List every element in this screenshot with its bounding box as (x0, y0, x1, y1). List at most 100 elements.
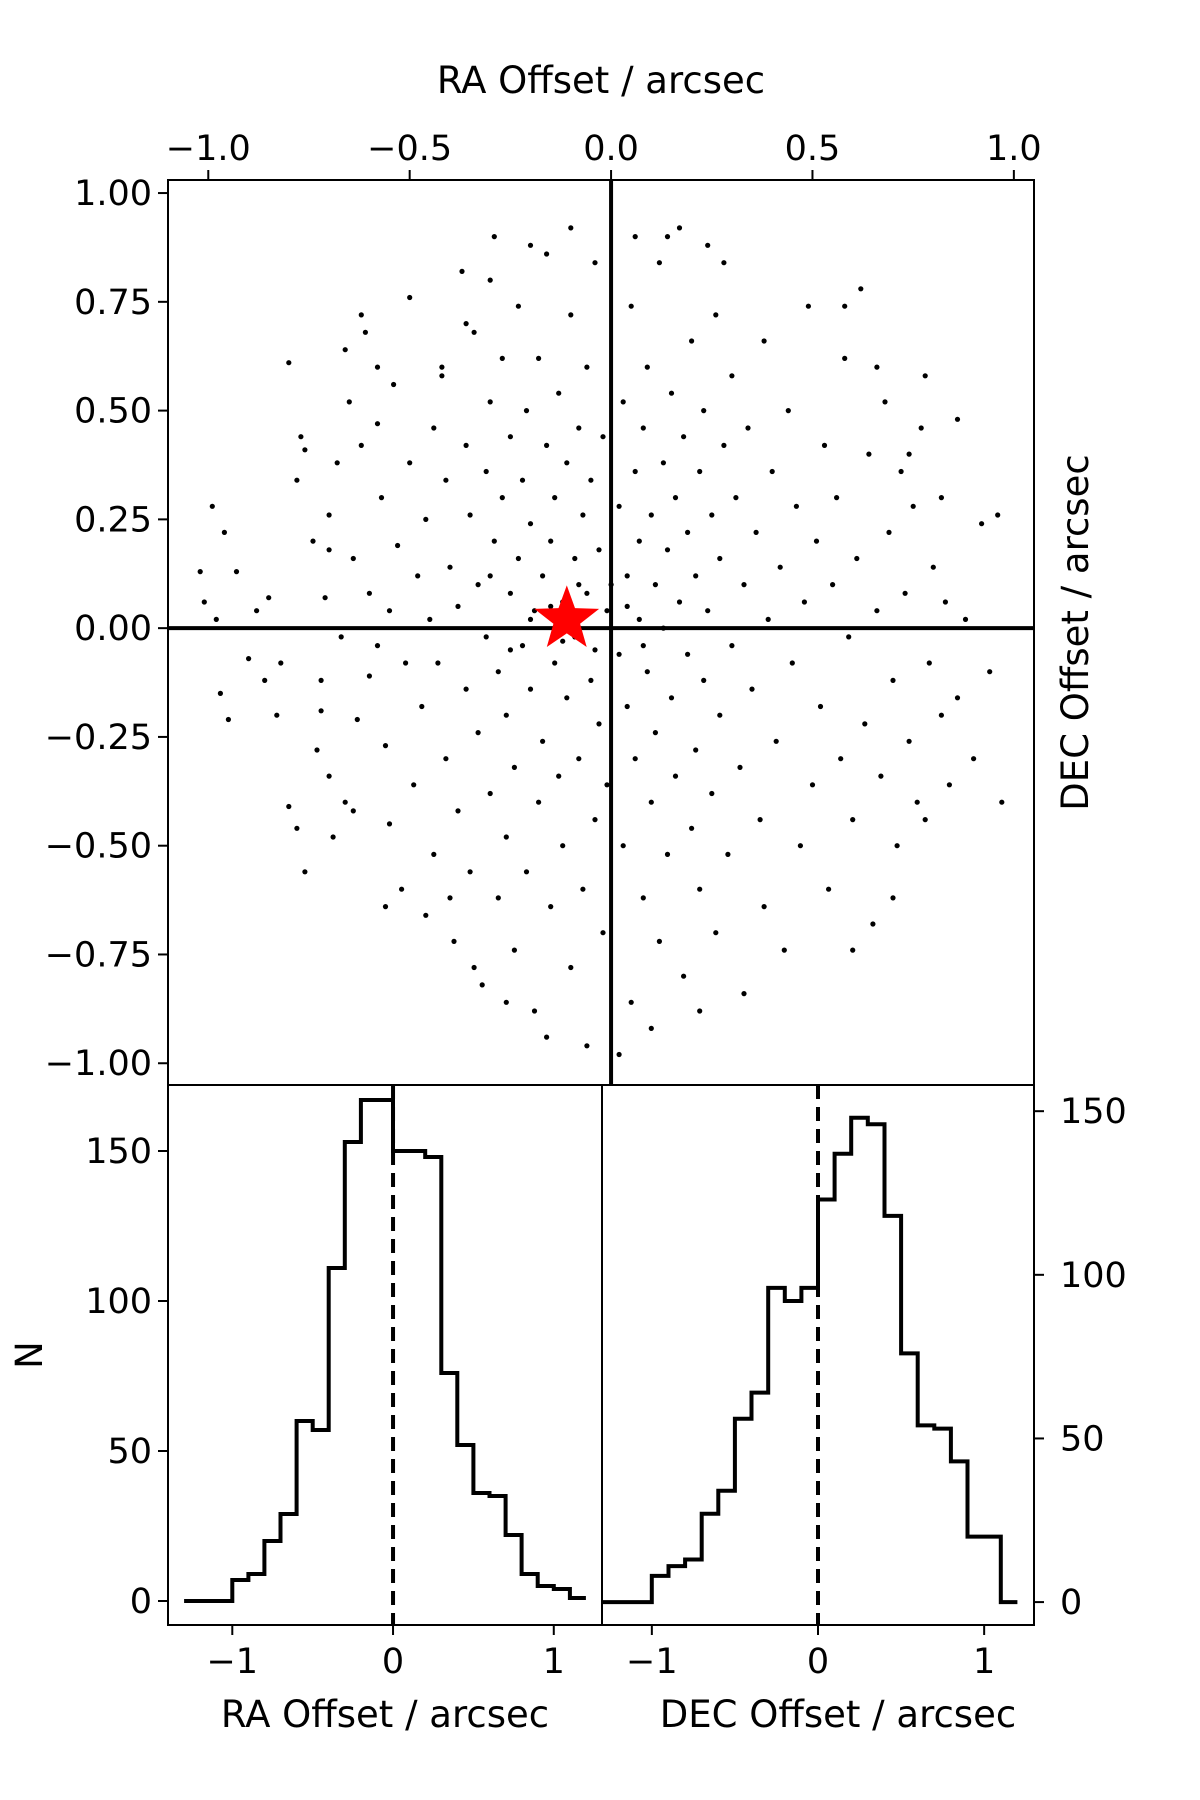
scatter-point (713, 312, 719, 318)
scatter-point (672, 773, 679, 779)
scatter-point (753, 529, 759, 536)
scatter-point (644, 364, 650, 370)
scatter-point (733, 495, 739, 501)
scatter-point (302, 869, 308, 875)
scatter-point (286, 360, 292, 366)
scatter-point (995, 512, 1001, 518)
scatter-point (636, 538, 642, 544)
scatter-point (894, 843, 900, 849)
scatter-point (676, 599, 683, 605)
scatter-point (938, 495, 945, 501)
scatter-point (338, 634, 344, 640)
scatter-panel: −1.0 −0.5 0.0 0.5 1.0 1.00 0.75 0.50 0.25 0.00 −0… (45, 59, 1097, 1086)
scatter-point (580, 886, 586, 892)
scatter-point (693, 573, 699, 579)
scatter-point (503, 834, 509, 840)
scatter-point (604, 608, 610, 614)
scatter-point (531, 1008, 538, 1014)
scatter-point (326, 773, 332, 779)
scatter-point (560, 638, 566, 644)
scatter-point (676, 225, 683, 231)
scatter-point (576, 425, 582, 431)
scatter-point (407, 294, 413, 301)
scatter-point (455, 603, 461, 610)
scatter-point (862, 721, 868, 727)
scatter-point (769, 468, 775, 475)
scatter-point (326, 547, 332, 553)
scatter-point (334, 460, 340, 466)
scatter-point (209, 503, 215, 509)
scatter-point (544, 251, 550, 257)
dec-histogram-panel: −1 0 1 0 50 100 150 DEC Offset / arcsec (601, 1084, 1127, 1736)
scatter-point (906, 738, 912, 744)
scatter-point (874, 364, 880, 370)
scatter-point (439, 364, 445, 370)
scatter-point (624, 603, 630, 610)
scatter-point (475, 730, 481, 736)
scatter-point (439, 373, 445, 379)
scatter-point (749, 686, 755, 692)
scatter-point (624, 573, 630, 579)
scatter-point (721, 260, 727, 266)
scatter-point (350, 555, 356, 562)
scatter-point (616, 503, 622, 509)
scatter-point (681, 973, 687, 979)
scatter-point (761, 904, 767, 910)
dec-histogram-y-ticks: 0 50 100 150 (1034, 1092, 1127, 1623)
scatter-y-tick-label: 0.75 (74, 283, 152, 323)
scatter-point (946, 782, 953, 788)
scatter-point (483, 634, 489, 640)
scatter-point (781, 947, 787, 953)
scatter-point (813, 538, 820, 544)
scatter-point (354, 716, 360, 723)
scatter-point (745, 425, 751, 431)
scatter-point (584, 590, 590, 596)
ra-histogram-x-ticks: −1 0 1 (206, 1625, 565, 1682)
ra-histogram-panel: −1 0 1 0 50 100 150 RA Offset / arcsec N (8, 1084, 603, 1736)
scatter-point (878, 773, 884, 779)
scatter-point (660, 460, 667, 466)
scatter-point (801, 599, 808, 605)
ra-histogram-steps (184, 1098, 586, 1603)
scatter-point (568, 225, 574, 231)
scatter-point (262, 677, 268, 684)
scatter-x-tick-label: 0.0 (583, 129, 639, 169)
scatter-point (616, 1051, 622, 1058)
scatter-point (987, 669, 993, 675)
scatter-point (346, 399, 352, 405)
scatter-point (322, 595, 328, 601)
scatter-point (866, 451, 872, 457)
scatter-point (854, 555, 860, 562)
scatter-point (741, 582, 747, 588)
ra-histogram-x-tick-label: 1 (543, 1642, 565, 1682)
scatter-point (979, 521, 985, 527)
scatter-point (540, 573, 546, 579)
scatter-point (564, 460, 570, 466)
scatter-point (709, 790, 715, 797)
scatter-point (640, 643, 646, 649)
scatter-point (954, 416, 961, 422)
scatter-point (511, 947, 517, 953)
scatter-point (886, 529, 892, 536)
scatter-point (491, 234, 497, 240)
scatter-point (548, 603, 554, 610)
scatter-point (705, 608, 711, 614)
scatter-point (821, 442, 828, 448)
scatter-point (596, 547, 602, 553)
scatter-point (874, 608, 880, 614)
dec-histogram-y-tick-label: 100 (1060, 1256, 1127, 1296)
scatter-y-tick-label: −0.50 (45, 827, 152, 867)
scatter-point (374, 364, 381, 370)
scatter-point (773, 738, 779, 744)
scatter-point (427, 616, 433, 623)
dec-histogram-x-tick-label: 1 (973, 1642, 995, 1682)
ra-histogram-y-tick-label: 150 (85, 1132, 152, 1172)
scatter-point (640, 425, 646, 431)
scatter-point (797, 843, 804, 849)
scatter-point (898, 468, 904, 475)
scatter-point (447, 895, 453, 901)
scatter-point (246, 656, 252, 662)
star-marker (534, 585, 600, 647)
scatter-point (568, 964, 574, 971)
